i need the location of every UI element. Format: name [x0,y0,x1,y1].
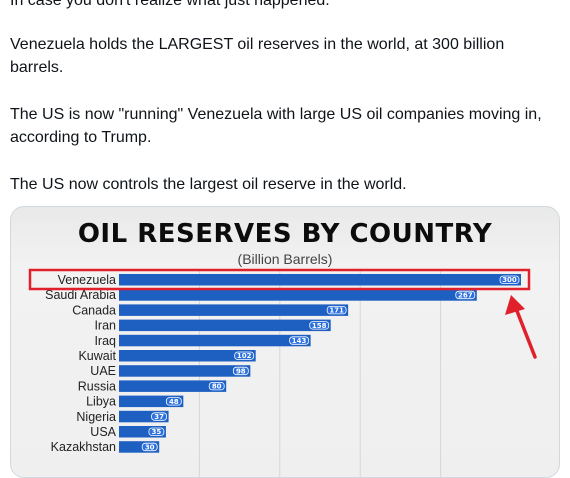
bar-category-label: Nigeria [76,410,116,424]
bar-category-label: Canada [72,303,116,317]
bar [119,426,166,438]
bar-category-label: Venezuela [58,273,116,287]
bar [119,319,331,332]
bar-value-pill [232,366,249,376]
bar-value-label: 48 [169,398,179,406]
bar [119,350,256,362]
chart-title: OIL RESERVES BY COUNTRY [77,219,493,249]
post-paragraph: In case you don't realize what just happ… [10,0,330,9]
bar-category-label: USA [90,425,116,439]
bar-value-pill [326,306,347,315]
post-media-image[interactable]: Venezuela 300 Saudi Arabia 267 Canada 171 Iran… [10,206,560,478]
bar-value-label: 98 [236,367,246,375]
bar-category-label: Iraq [94,334,116,348]
chart-subtitle: (Billion Barrels) [237,251,333,267]
bar-value-label: 37 [154,413,164,421]
bar-category-label: Saudi Arabia [45,288,116,302]
post-paragraph: The US is now "running" Venezuela with l… [10,106,542,146]
bar-category-label: Iran [94,319,116,333]
bar-value-label: 102 [237,352,252,360]
bar [119,289,477,301]
bar-category-label: Libya [86,395,116,409]
red-arrow-icon [505,295,537,359]
bar-value-pill [499,275,520,284]
bar-value-label: 300 [502,276,517,284]
post-paragraph: Venezuela holds the LARGEST oil reserves… [10,36,505,76]
bar-value-label: 158 [312,322,327,330]
bar [119,395,184,408]
bar [119,410,169,423]
bar-value-pill [289,336,310,345]
bar-value-pill [151,412,167,421]
highlight-box [28,268,531,291]
bar [119,441,160,453]
bar-value-pill [455,290,476,300]
bar-value-label: 80 [212,383,222,391]
bar-value-pill [309,321,330,330]
bar-category-label: Kazakhstan [51,440,116,454]
bar-value-label: 35 [152,428,162,436]
bar [119,334,311,347]
bar-category-label: Russia [78,379,116,393]
bar-category-label: Kuwait [78,349,116,363]
chart: Venezuela 300 Saudi Arabia 267 Canada 171 Iran… [28,268,537,477]
bar-value-pill [208,381,225,391]
bar-value-label: 171 [329,307,344,315]
bar-value-label: 30 [145,443,155,451]
bar-value-pill [165,397,182,406]
post-paragraph: The US now controls the largest oil rese… [10,176,407,193]
bar-value-label: 267 [458,291,473,299]
bar [119,365,251,377]
bar-category-label: UAE [90,364,116,378]
bar [119,380,227,392]
bar [119,274,521,286]
bar-value-label: 143 [292,337,307,345]
bar [119,304,349,316]
bar-value-pill [234,351,255,360]
bar-value-pill [148,427,165,436]
